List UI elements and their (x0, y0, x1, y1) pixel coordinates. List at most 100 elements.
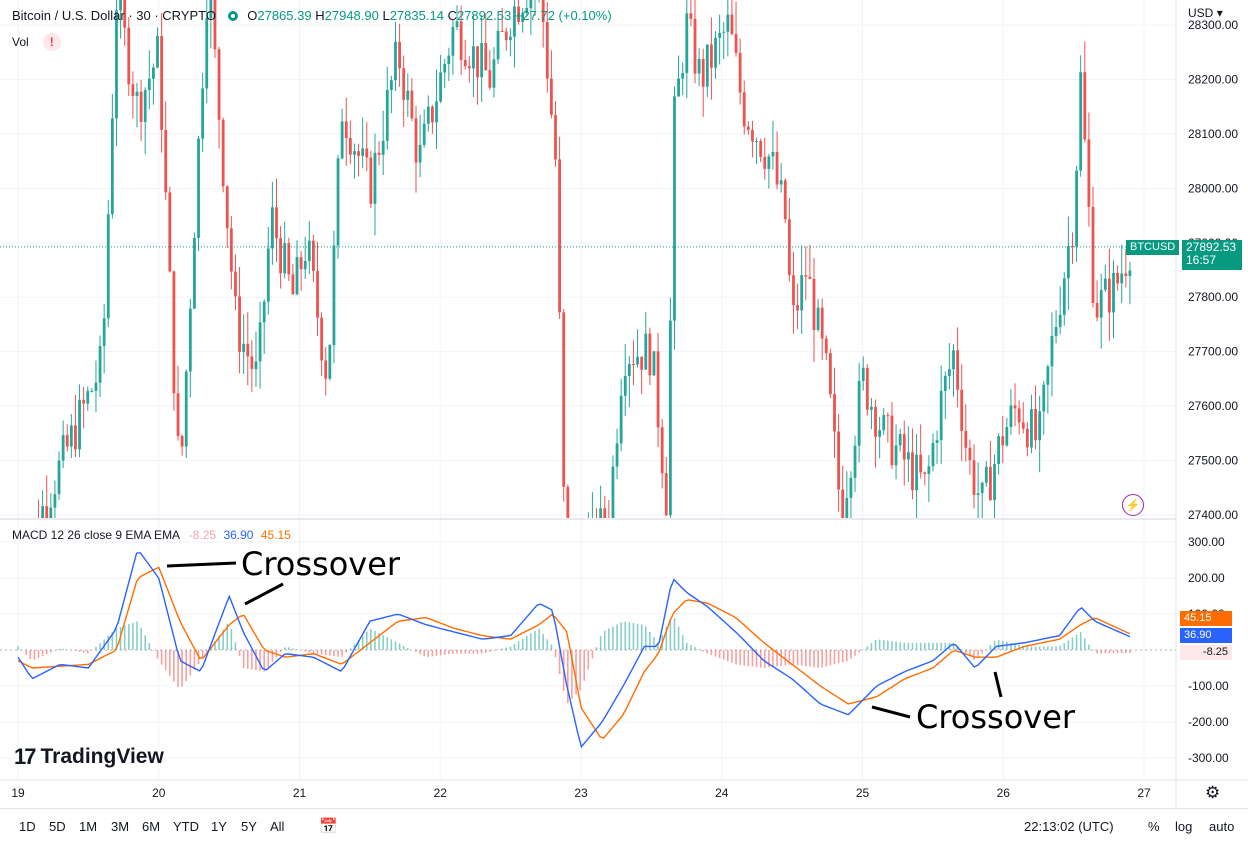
candle-body (693, 18, 697, 74)
candle-body (1128, 270, 1132, 277)
candle-body (184, 371, 188, 447)
percent-toggle[interactable]: % (1148, 819, 1160, 834)
candle-body (632, 364, 635, 366)
candle-body (102, 318, 106, 347)
candle-body (824, 338, 828, 354)
candle-body (369, 157, 373, 204)
currency-dropdown[interactable]: USD ▾ (1188, 6, 1223, 20)
range-3m-button[interactable]: 3M (111, 819, 130, 834)
candle-body (82, 399, 86, 404)
log-toggle[interactable]: log (1175, 819, 1193, 834)
candle-body (131, 84, 135, 97)
candle-body (299, 257, 303, 270)
candle-body (562, 312, 566, 487)
candle-body (115, 10, 118, 119)
candle-body (254, 361, 258, 370)
candle-body (213, 0, 217, 50)
range-1y-button[interactable]: 1Y (211, 819, 227, 834)
range-5d-button[interactable]: 5D (49, 819, 66, 834)
candle-body (303, 260, 307, 270)
range-1d-button[interactable]: 1D (19, 819, 36, 834)
range-5y-button[interactable]: 5Y (241, 819, 257, 834)
candle-body (845, 497, 849, 518)
symbol-title[interactable]: Bitcoin / U.S. Dollar · 30 · CRYPTO (12, 8, 216, 23)
range-6m-button[interactable]: 6M (142, 819, 161, 834)
axes: 27400.00 27500.00 27600.00 27700.00 27800.00… (11, 18, 1238, 800)
candle-body (1108, 278, 1111, 313)
candle-body (1099, 289, 1103, 318)
currency-label: USD (1188, 6, 1214, 20)
date-range-icon[interactable]: 📅 (319, 818, 338, 835)
candle-body (861, 367, 865, 381)
candle-body (1120, 273, 1124, 284)
clock-time[interactable]: 22:13:02 (UTC) (1024, 819, 1114, 834)
candle-body (583, 560, 586, 577)
candle-body (865, 367, 869, 410)
candle-body (385, 89, 389, 141)
candle-body (90, 390, 94, 392)
candle-body (463, 60, 467, 67)
candle-body (504, 31, 508, 41)
candle-body (193, 237, 196, 309)
candle-body (406, 90, 410, 100)
gear-icon[interactable]: ⚙ (1205, 783, 1221, 802)
candle-body (874, 406, 877, 437)
candle-body (1050, 335, 1054, 367)
price-tick-label: 27800.00 (1188, 290, 1238, 304)
candle-body (587, 537, 590, 577)
candle-body (234, 271, 237, 297)
candle-body (1013, 405, 1017, 409)
candle-body (775, 151, 779, 185)
range-ytd-button[interactable]: YTD (173, 819, 199, 834)
candle-body (324, 360, 328, 379)
candle-body (636, 356, 639, 365)
time-tick-label: 27 (1137, 786, 1151, 800)
candle-body (41, 506, 45, 518)
candle-body (939, 390, 943, 441)
candle-body (98, 346, 102, 383)
candle-body (443, 63, 447, 73)
candle-body (94, 382, 98, 391)
lightning-icon[interactable]: ⚡ (1122, 494, 1144, 516)
candle-body (484, 43, 488, 71)
warning-icon[interactable]: ! (42, 33, 61, 51)
candle-body (422, 123, 426, 145)
range-all-button[interactable]: All (270, 819, 285, 834)
candle-body (270, 207, 274, 249)
candle-body (110, 118, 114, 215)
candle-body (242, 343, 246, 352)
market-status-icon[interactable] (227, 11, 238, 21)
chart-canvas[interactable]: 27400.00 27500.00 27600.00 27700.00 27800.00… (0, 0, 1248, 808)
candle-body (952, 350, 955, 370)
candle-body (467, 66, 471, 69)
candle-body (718, 32, 722, 38)
candle-body (1038, 411, 1042, 441)
last-price-badge: 27892.53 16:57 (1182, 240, 1242, 270)
macd-badge: 36.90 (1180, 628, 1232, 643)
candle-body (156, 36, 159, 68)
candle-body (480, 43, 484, 78)
candle-body (935, 440, 939, 443)
candle-body (250, 356, 254, 370)
candle-body (1009, 405, 1013, 427)
candle-body (1083, 72, 1087, 140)
candle-body (451, 27, 455, 56)
candle-body (714, 37, 717, 68)
macd-indicator-label[interactable]: MACD 12 26 close 9 EMA EMA (12, 528, 180, 542)
candle-body (627, 364, 631, 376)
open-label: O (247, 8, 258, 23)
tradingview-logo[interactable]: 17 TradingView (14, 744, 164, 770)
candle-body (927, 466, 931, 474)
annotation-pointer (871, 705, 911, 719)
candle-body (353, 151, 356, 155)
candle-body (566, 486, 570, 518)
auto-toggle[interactable]: auto (1209, 819, 1235, 834)
high-label: H (315, 8, 325, 23)
candle-body (357, 151, 360, 156)
macd-tick-label: -100.00 (1188, 679, 1229, 693)
candle-body (307, 240, 311, 261)
candle-body (1021, 422, 1025, 429)
candle-body (660, 427, 664, 474)
volume-label[interactable]: Vol (12, 35, 29, 49)
range-1m-button[interactable]: 1M (79, 819, 98, 834)
